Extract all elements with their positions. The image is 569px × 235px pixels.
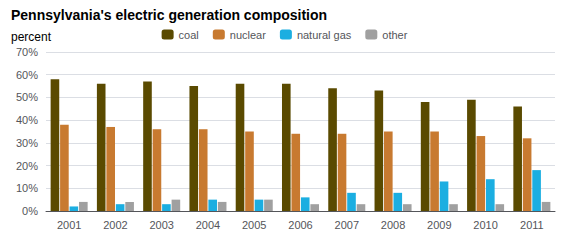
svg-text:2009: 2009 bbox=[427, 219, 451, 231]
svg-text:0%: 0% bbox=[22, 205, 38, 217]
svg-text:Pennsylvania's electric genera: Pennsylvania's electric generation compo… bbox=[11, 7, 327, 23]
svg-text:2007: 2007 bbox=[335, 219, 359, 231]
svg-text:2011: 2011 bbox=[520, 219, 544, 231]
svg-text:40%: 40% bbox=[16, 114, 38, 126]
svg-text:2010: 2010 bbox=[473, 219, 497, 231]
svg-text:10%: 10% bbox=[16, 182, 38, 194]
svg-text:2002: 2002 bbox=[103, 219, 127, 231]
svg-text:2004: 2004 bbox=[196, 219, 220, 231]
svg-text:20%: 20% bbox=[16, 160, 38, 172]
svg-text:nuclear: nuclear bbox=[230, 29, 266, 41]
svg-text:2008: 2008 bbox=[381, 219, 405, 231]
svg-text:2005: 2005 bbox=[242, 219, 266, 231]
svg-text:70%: 70% bbox=[16, 46, 38, 58]
svg-text:natural gas: natural gas bbox=[297, 29, 352, 41]
svg-text:other: other bbox=[382, 29, 407, 41]
svg-text:2003: 2003 bbox=[149, 219, 173, 231]
svg-text:percent: percent bbox=[11, 30, 52, 44]
svg-text:2006: 2006 bbox=[288, 219, 312, 231]
svg-text:30%: 30% bbox=[16, 137, 38, 149]
svg-text:60%: 60% bbox=[16, 69, 38, 81]
svg-text:coal: coal bbox=[179, 29, 199, 41]
svg-text:2001: 2001 bbox=[57, 219, 81, 231]
svg-text:50%: 50% bbox=[16, 91, 38, 103]
